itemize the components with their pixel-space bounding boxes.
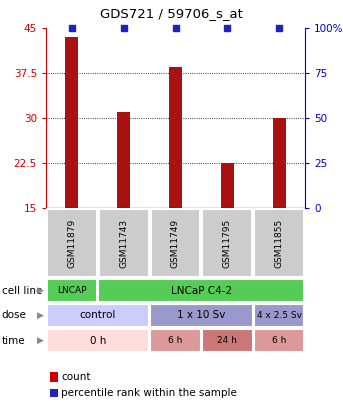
Text: cell line: cell line xyxy=(2,286,42,296)
Text: 6 h: 6 h xyxy=(272,336,286,345)
Text: GSM11855: GSM11855 xyxy=(275,218,284,268)
Text: time: time xyxy=(2,335,25,345)
Text: 4 x 2.5 Sv: 4 x 2.5 Sv xyxy=(257,311,301,320)
Bar xyxy=(66,37,78,208)
Text: LNCAP: LNCAP xyxy=(57,286,87,295)
Bar xyxy=(254,209,304,277)
Bar xyxy=(47,329,149,352)
Text: ▶: ▶ xyxy=(37,336,44,345)
Text: GSM11749: GSM11749 xyxy=(171,218,180,268)
Text: 6 h: 6 h xyxy=(168,336,183,345)
Text: GSM11879: GSM11879 xyxy=(68,218,76,268)
Text: 1 x 10 Sv: 1 x 10 Sv xyxy=(177,311,226,320)
Bar xyxy=(99,209,149,277)
Bar xyxy=(151,209,200,277)
Bar xyxy=(254,304,305,327)
Text: control: control xyxy=(80,311,116,320)
Text: ▶: ▶ xyxy=(37,286,44,295)
Bar xyxy=(47,304,149,327)
Bar xyxy=(169,67,182,208)
Bar xyxy=(98,279,305,302)
Bar xyxy=(202,329,253,352)
Text: LNCaP C4-2: LNCaP C4-2 xyxy=(171,286,232,296)
Bar xyxy=(202,209,252,277)
Text: 0 h: 0 h xyxy=(90,335,106,345)
Bar xyxy=(150,329,201,352)
Bar xyxy=(47,279,97,302)
Text: percentile rank within the sample: percentile rank within the sample xyxy=(61,388,237,398)
Bar xyxy=(150,304,253,327)
Bar xyxy=(117,112,130,208)
Text: 24 h: 24 h xyxy=(217,336,237,345)
Text: GSM11795: GSM11795 xyxy=(223,218,232,268)
Text: count: count xyxy=(61,372,91,382)
Bar xyxy=(221,163,234,208)
Text: dose: dose xyxy=(2,311,27,320)
Bar xyxy=(47,209,97,277)
Text: ▶: ▶ xyxy=(37,311,44,320)
Bar xyxy=(254,329,305,352)
Bar xyxy=(273,118,286,208)
Text: GSM11743: GSM11743 xyxy=(119,218,128,268)
Text: GDS721 / 59706_s_at: GDS721 / 59706_s_at xyxy=(100,7,243,20)
